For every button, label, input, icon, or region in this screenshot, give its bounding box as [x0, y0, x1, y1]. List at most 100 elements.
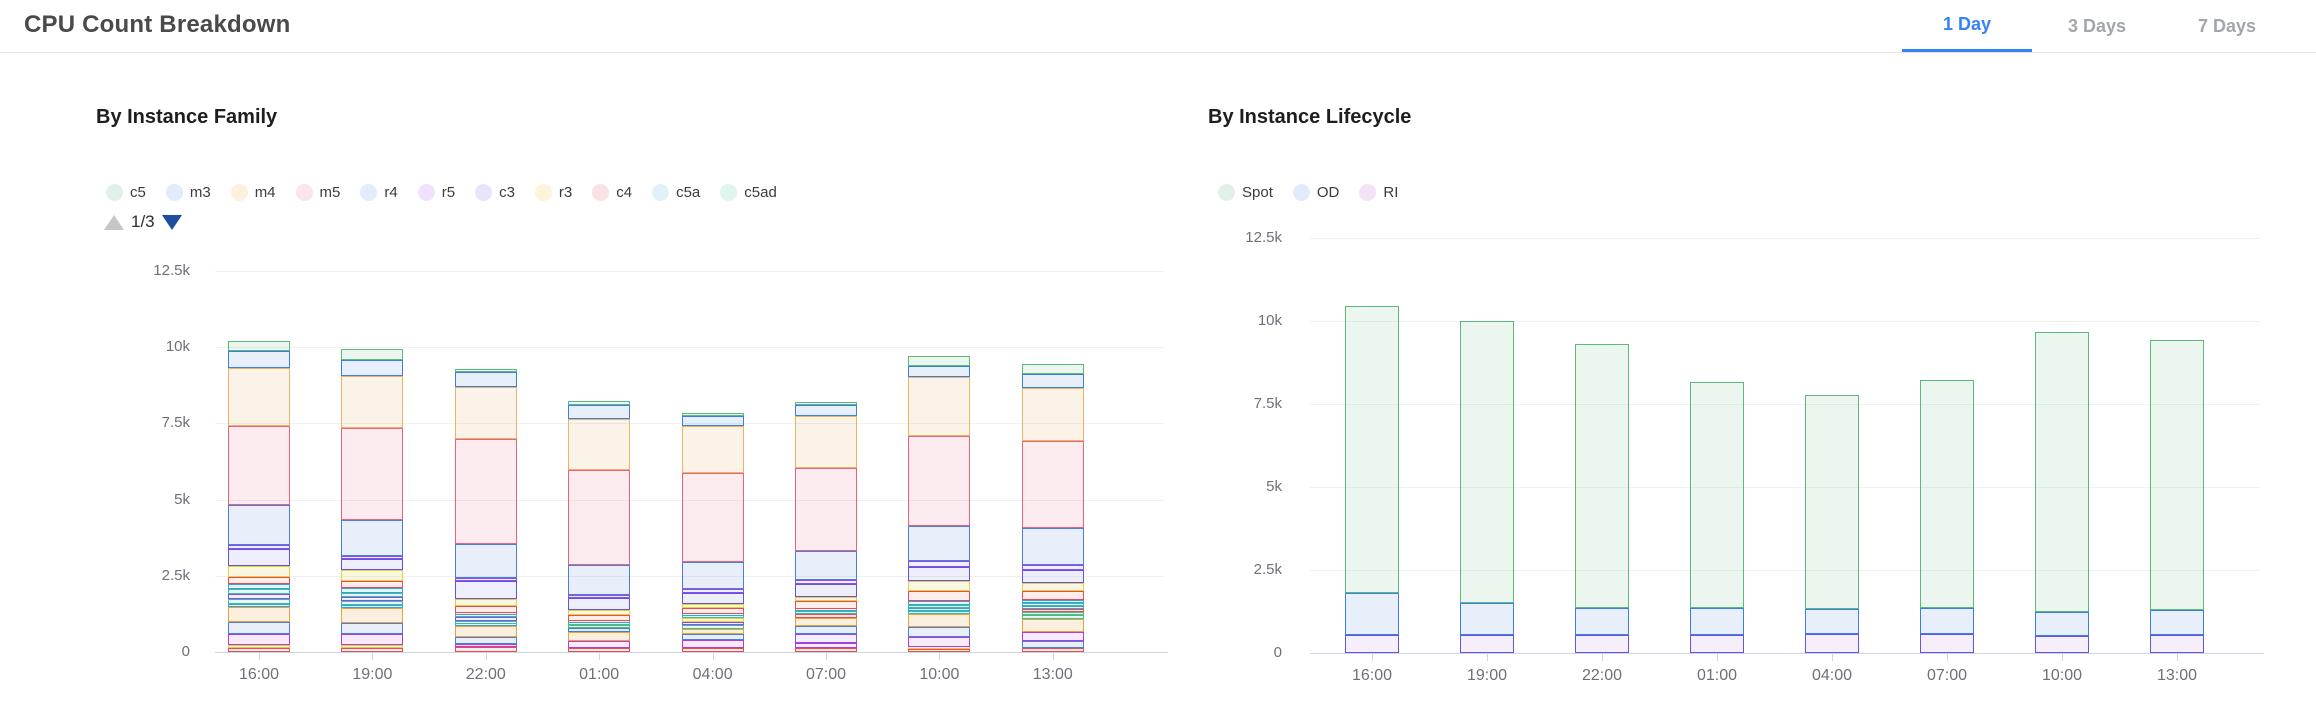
bar-segment-16:00-teal-8[interactable] — [228, 589, 290, 595]
bar-segment-01:00-green-15[interactable] — [568, 401, 631, 406]
bar-segment-10:00-indigo-11[interactable] — [908, 567, 971, 582]
bar-segment-22:00-red-0[interactable] — [454, 647, 517, 652]
bar-segment-22:00-red-9[interactable] — [454, 605, 517, 613]
legend-item-r4[interactable]: r4 — [360, 184, 398, 201]
bar-segment-19:00-ri-0[interactable] — [1460, 634, 1514, 653]
bar-segment-16:00-yellow-11[interactable] — [228, 566, 290, 577]
bar-segment-04:00-indigo-11[interactable] — [681, 592, 744, 604]
bar-segment-07:00-yellow-9[interactable] — [795, 596, 857, 602]
bar-segment-19:00-teal-8[interactable] — [341, 592, 404, 598]
bar-segment-10:00-sky-8[interactable] — [908, 600, 971, 605]
bar-segment-13:00-blue-1[interactable] — [2150, 609, 2204, 635]
legend-item-m3[interactable]: m3 — [165, 184, 211, 201]
bar-segment-13:00-violet-13[interactable] — [1021, 564, 1084, 571]
bar-segment-22:00-gold-3[interactable] — [454, 626, 517, 638]
legend-item-r5[interactable]: r5 — [417, 184, 455, 201]
bar-segment-16:00-green-2[interactable] — [1345, 306, 1399, 594]
bar-segment-07:00-red-8[interactable] — [795, 601, 857, 610]
bar-segment-22:00-violet-6[interactable] — [454, 616, 517, 622]
bar-segment-04:00-red-9[interactable] — [681, 608, 744, 614]
bar-segment-13:00-steel-14[interactable] — [1021, 528, 1084, 565]
bar-segment-22:00-orange-15[interactable] — [454, 387, 517, 440]
bar-segment-10:00-red-9[interactable] — [908, 591, 971, 601]
bar-segment-01:00-magenta-1[interactable] — [568, 641, 631, 649]
bar-segment-19:00-red-0[interactable] — [341, 648, 404, 652]
bar-segment-16:00-gold-4[interactable] — [228, 607, 290, 623]
bar-segment-07:00-violet-11[interactable] — [795, 580, 857, 585]
bar-segment-04:00-orange-15[interactable] — [681, 426, 744, 474]
bar-segment-16:00-steel-3[interactable] — [228, 622, 290, 635]
bar-segment-13:00-ri-0[interactable] — [2150, 634, 2204, 653]
bar-segment-19:00-violet-7[interactable] — [341, 597, 404, 601]
bar-segment-13:00-green-2[interactable] — [2150, 339, 2204, 610]
bar-segment-13:00-teal-4[interactable] — [1021, 615, 1084, 620]
bar-segment-19:00-green-18[interactable] — [341, 349, 404, 361]
legend-item-Spot[interactable]: Spot — [1218, 184, 1273, 201]
bar-segment-01:00-green-4[interactable] — [568, 624, 631, 628]
bar-segment-13:00-gold-3[interactable] — [1021, 619, 1084, 632]
bar-segment-16:00-red-10[interactable] — [228, 576, 290, 585]
bar-segment-07:00-green-2[interactable] — [1920, 379, 1974, 609]
bar-segment-13:00-green-18[interactable] — [1021, 364, 1084, 375]
bar-segment-07:00-violet-2[interactable] — [795, 633, 857, 643]
legend-item-m5[interactable]: m5 — [295, 184, 340, 201]
bar-segment-01:00-indigo-9[interactable] — [568, 598, 631, 610]
bar-segment-22:00-indigo-11[interactable] — [454, 580, 517, 599]
bar-segment-22:00-blue-1[interactable] — [1575, 608, 1629, 635]
bar-segment-13:00-teal-8[interactable] — [1021, 603, 1084, 607]
bar-segment-22:00-rose-14[interactable] — [454, 439, 517, 545]
bar-segment-10:00-teal-7[interactable] — [908, 604, 971, 608]
bar-segment-10:00-rose-14[interactable] — [908, 435, 971, 527]
bar-segment-16:00-rose-15[interactable] — [228, 426, 290, 506]
bar-segment-10:00-blue-16[interactable] — [908, 365, 971, 377]
bar-segment-13:00-sky-9[interactable] — [1021, 599, 1084, 604]
legend-item-m4[interactable]: m4 — [230, 184, 276, 201]
bar-segment-19:00-indigo-12[interactable] — [341, 559, 404, 571]
bar-segment-01:00-green-2[interactable] — [1690, 382, 1744, 609]
bar-segment-07:00-red-0[interactable] — [795, 647, 857, 652]
bar-segment-07:00-red-5[interactable] — [795, 613, 857, 619]
bar-segment-16:00-teal-6[interactable] — [228, 599, 290, 605]
bar-segment-04:00-green-17[interactable] — [681, 413, 744, 417]
bar-segment-22:00-green-2[interactable] — [1575, 344, 1629, 609]
legend-item-c4[interactable]: c4 — [592, 184, 632, 201]
bar-segment-19:00-steel-14[interactable] — [341, 519, 404, 557]
legend-item-c5a[interactable]: c5a — [652, 184, 700, 201]
tab-3-days[interactable]: 3 Days — [2067, 15, 2127, 36]
bar-segment-10:00-green-17[interactable] — [908, 355, 971, 366]
bar-segment-10:00-blue-1[interactable] — [2035, 611, 2089, 636]
bar-segment-16:00-blue-1[interactable] — [1345, 593, 1399, 635]
bar-segment-22:00-green-17[interactable] — [454, 369, 517, 373]
bar-segment-10:00-green-2[interactable] — [2035, 332, 2089, 612]
bar-segment-16:00-ri-0[interactable] — [1345, 634, 1399, 653]
bar-segment-01:00-blue-1[interactable] — [1690, 608, 1744, 635]
bar-segment-19:00-blue-1[interactable] — [1460, 603, 1514, 635]
legend-item-c3[interactable]: c3 — [475, 184, 515, 201]
bar-segment-04:00-teal-4[interactable] — [681, 624, 744, 630]
bar-segment-07:00-steel-12[interactable] — [795, 551, 857, 581]
bar-segment-22:00-steel-13[interactable] — [454, 544, 517, 578]
tab-1-day[interactable]: 1 Day — [1902, 0, 2032, 52]
bar-segment-16:00-sky-5[interactable] — [228, 604, 290, 608]
bar-segment-16:00-violet-13[interactable] — [228, 545, 290, 549]
bar-segment-19:00-rose-15[interactable] — [341, 428, 404, 520]
bar-segment-10:00-magenta-2[interactable] — [908, 637, 971, 647]
bar-segment-04:00-blue-16[interactable] — [681, 416, 744, 427]
bar-segment-22:00-blue-16[interactable] — [454, 372, 517, 388]
bar-segment-19:00-teal-6[interactable] — [341, 600, 404, 606]
bar-segment-22:00-yellow-10[interactable] — [454, 598, 517, 606]
bar-segment-16:00-magenta-2[interactable] — [228, 634, 290, 645]
bar-segment-13:00-orange-16[interactable] — [1021, 388, 1084, 442]
bar-segment-13:00-blue-17[interactable] — [1021, 374, 1084, 389]
bar-segment-16:00-green-18[interactable] — [228, 341, 290, 352]
legend-item-c5ad[interactable]: c5ad — [720, 184, 777, 201]
bar-segment-19:00-sky-9[interactable] — [341, 588, 404, 593]
bar-segment-01:00-yellow-8[interactable] — [568, 609, 631, 615]
bar-segment-07:00-blue-1[interactable] — [1920, 608, 1974, 635]
bar-segment-22:00-magenta-1[interactable] — [454, 644, 517, 648]
bar-segment-10:00-teal-5[interactable] — [908, 610, 971, 615]
bar-segment-10:00-ri-0[interactable] — [2035, 635, 2089, 653]
bar-segment-07:00-indigo-10[interactable] — [795, 584, 857, 597]
bar-segment-13:00-red-0[interactable] — [1021, 648, 1084, 652]
bar-segment-07:00-gold-4[interactable] — [795, 618, 857, 627]
